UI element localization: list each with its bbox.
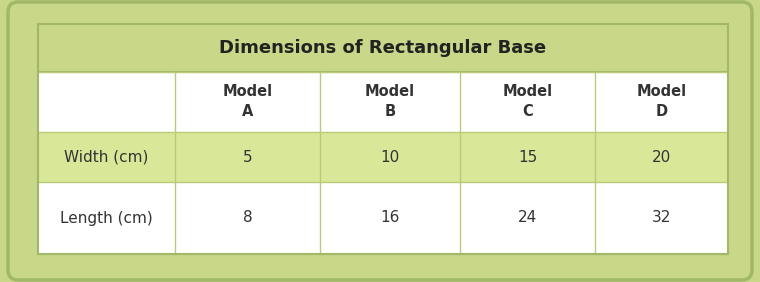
Text: 5: 5 — [242, 149, 252, 164]
Text: 32: 32 — [652, 210, 671, 226]
Text: 16: 16 — [380, 210, 400, 226]
Text: Model: Model — [636, 85, 686, 100]
Text: D: D — [655, 105, 667, 120]
Text: Dimensions of Rectangular Base: Dimensions of Rectangular Base — [220, 39, 546, 57]
Text: 8: 8 — [242, 210, 252, 226]
Text: 15: 15 — [518, 149, 537, 164]
Bar — [38, 132, 728, 182]
Text: Model: Model — [223, 85, 273, 100]
FancyBboxPatch shape — [8, 2, 752, 280]
Text: A: A — [242, 105, 253, 120]
Text: 20: 20 — [652, 149, 671, 164]
Text: 10: 10 — [380, 149, 400, 164]
Bar — [38, 182, 728, 254]
Text: Model: Model — [365, 85, 415, 100]
Text: Width (cm): Width (cm) — [65, 149, 149, 164]
Text: B: B — [385, 105, 395, 120]
Text: C: C — [522, 105, 533, 120]
Text: Length (cm): Length (cm) — [60, 210, 153, 226]
Text: 24: 24 — [518, 210, 537, 226]
Text: Model: Model — [502, 85, 553, 100]
Bar — [38, 72, 728, 132]
